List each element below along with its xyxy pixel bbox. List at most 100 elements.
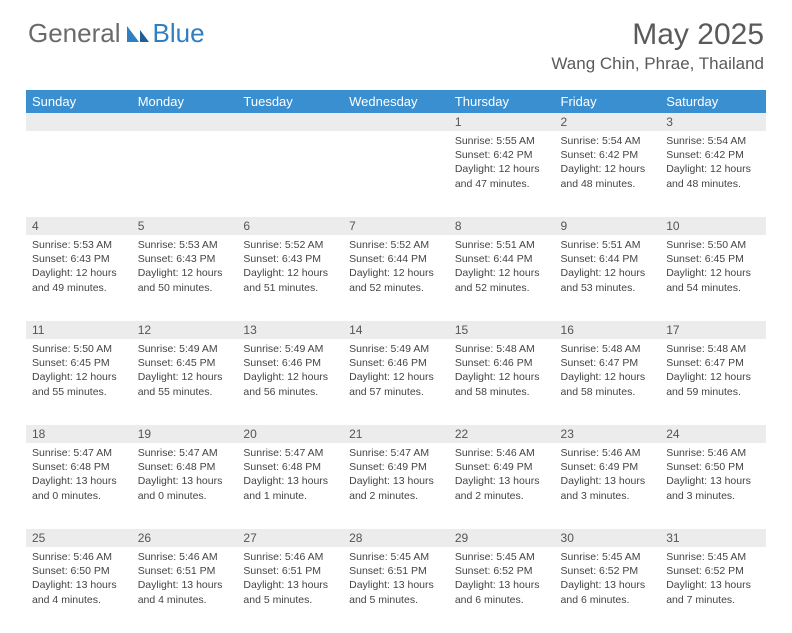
day-cell: Sunrise: 5:46 AMSunset: 6:50 PMDaylight:… <box>26 547 132 633</box>
day-cell: Sunrise: 5:52 AMSunset: 6:44 PMDaylight:… <box>343 235 449 321</box>
day-details: Sunrise: 5:53 AMSunset: 6:43 PMDaylight:… <box>26 235 132 299</box>
day-cell: Sunrise: 5:48 AMSunset: 6:47 PMDaylight:… <box>660 339 766 425</box>
day-detail-line: Sunset: 6:50 PM <box>32 564 126 578</box>
day-number: 12 <box>132 321 238 339</box>
day-detail-line: Sunset: 6:44 PM <box>561 252 655 266</box>
day-number: 11 <box>26 321 132 339</box>
day-detail-line: Daylight: 13 hours <box>138 578 232 592</box>
day-number: 10 <box>660 217 766 235</box>
weekday-header: Monday <box>132 90 238 113</box>
day-cell: Sunrise: 5:54 AMSunset: 6:42 PMDaylight:… <box>660 131 766 217</box>
day-detail-line: Daylight: 13 hours <box>243 578 337 592</box>
day-detail-line: Daylight: 12 hours <box>243 266 337 280</box>
day-details: Sunrise: 5:45 AMSunset: 6:52 PMDaylight:… <box>449 547 555 611</box>
day-detail-line: and 52 minutes. <box>455 281 549 295</box>
day-cell: Sunrise: 5:47 AMSunset: 6:48 PMDaylight:… <box>26 443 132 529</box>
day-cell: Sunrise: 5:45 AMSunset: 6:52 PMDaylight:… <box>660 547 766 633</box>
logo: General Blue <box>28 18 205 49</box>
day-details: Sunrise: 5:45 AMSunset: 6:51 PMDaylight:… <box>343 547 449 611</box>
location: Wang Chin, Phrae, Thailand <box>551 54 764 74</box>
day-detail-line: and 4 minutes. <box>138 593 232 607</box>
day-detail-line: Sunrise: 5:48 AM <box>561 342 655 356</box>
day-cell: Sunrise: 5:47 AMSunset: 6:48 PMDaylight:… <box>132 443 238 529</box>
day-detail-line: Sunrise: 5:48 AM <box>666 342 760 356</box>
day-detail-line: Sunset: 6:51 PM <box>243 564 337 578</box>
title-block: May 2025 Wang Chin, Phrae, Thailand <box>551 18 764 74</box>
day-number: 24 <box>660 425 766 443</box>
day-details: Sunrise: 5:46 AMSunset: 6:49 PMDaylight:… <box>449 443 555 507</box>
day-detail-line: Sunrise: 5:52 AM <box>243 238 337 252</box>
day-details: Sunrise: 5:54 AMSunset: 6:42 PMDaylight:… <box>660 131 766 195</box>
day-cell: Sunrise: 5:49 AMSunset: 6:46 PMDaylight:… <box>237 339 343 425</box>
day-detail-line: Sunset: 6:42 PM <box>561 148 655 162</box>
day-detail-line: Sunset: 6:42 PM <box>455 148 549 162</box>
day-cell: Sunrise: 5:45 AMSunset: 6:52 PMDaylight:… <box>555 547 661 633</box>
day-detail-line: and 58 minutes. <box>561 385 655 399</box>
day-number: 6 <box>237 217 343 235</box>
day-detail-line: Sunrise: 5:54 AM <box>666 134 760 148</box>
weekday-header: Sunday <box>26 90 132 113</box>
day-detail-line: Daylight: 12 hours <box>455 370 549 384</box>
week-row: Sunrise: 5:55 AMSunset: 6:42 PMDaylight:… <box>26 131 766 217</box>
day-number-row: 11121314151617 <box>26 321 766 339</box>
day-details: Sunrise: 5:48 AMSunset: 6:47 PMDaylight:… <box>555 339 661 403</box>
day-detail-line: Daylight: 12 hours <box>32 266 126 280</box>
weekday-header: Thursday <box>449 90 555 113</box>
day-detail-line: Sunset: 6:43 PM <box>138 252 232 266</box>
day-detail-line: and 59 minutes. <box>666 385 760 399</box>
day-details: Sunrise: 5:47 AMSunset: 6:48 PMDaylight:… <box>237 443 343 507</box>
day-cell: Sunrise: 5:51 AMSunset: 6:44 PMDaylight:… <box>449 235 555 321</box>
day-details: Sunrise: 5:46 AMSunset: 6:50 PMDaylight:… <box>26 547 132 611</box>
day-details: Sunrise: 5:45 AMSunset: 6:52 PMDaylight:… <box>555 547 661 611</box>
day-number: 18 <box>26 425 132 443</box>
day-detail-line: Daylight: 12 hours <box>455 266 549 280</box>
day-detail-line: Daylight: 13 hours <box>243 474 337 488</box>
calendar-table: SundayMondayTuesdayWednesdayThursdayFrid… <box>26 90 766 633</box>
day-detail-line: Sunset: 6:42 PM <box>666 148 760 162</box>
day-cell: Sunrise: 5:51 AMSunset: 6:44 PMDaylight:… <box>555 235 661 321</box>
day-detail-line: Sunset: 6:49 PM <box>561 460 655 474</box>
day-number <box>26 113 132 131</box>
day-detail-line: Sunrise: 5:50 AM <box>32 342 126 356</box>
day-details: Sunrise: 5:46 AMSunset: 6:51 PMDaylight:… <box>237 547 343 611</box>
day-detail-line: and 54 minutes. <box>666 281 760 295</box>
day-detail-line: Daylight: 13 hours <box>32 474 126 488</box>
day-details <box>132 131 238 138</box>
day-detail-line: and 58 minutes. <box>455 385 549 399</box>
day-details: Sunrise: 5:53 AMSunset: 6:43 PMDaylight:… <box>132 235 238 299</box>
day-number: 25 <box>26 529 132 547</box>
day-number-row: 18192021222324 <box>26 425 766 443</box>
day-detail-line: Sunrise: 5:51 AM <box>455 238 549 252</box>
day-details: Sunrise: 5:46 AMSunset: 6:50 PMDaylight:… <box>660 443 766 507</box>
day-detail-line: and 53 minutes. <box>561 281 655 295</box>
header: General Blue May 2025 Wang Chin, Phrae, … <box>0 0 792 80</box>
day-number-row: 123 <box>26 113 766 131</box>
day-cell: Sunrise: 5:55 AMSunset: 6:42 PMDaylight:… <box>449 131 555 217</box>
day-detail-line: Sunset: 6:49 PM <box>349 460 443 474</box>
day-cell: Sunrise: 5:49 AMSunset: 6:45 PMDaylight:… <box>132 339 238 425</box>
day-detail-line: Sunset: 6:52 PM <box>666 564 760 578</box>
day-detail-line: Sunrise: 5:55 AM <box>455 134 549 148</box>
day-detail-line: and 4 minutes. <box>32 593 126 607</box>
day-detail-line: Daylight: 12 hours <box>32 370 126 384</box>
day-detail-line: Daylight: 12 hours <box>666 162 760 176</box>
day-detail-line: Sunrise: 5:46 AM <box>455 446 549 460</box>
day-cell: Sunrise: 5:45 AMSunset: 6:52 PMDaylight:… <box>449 547 555 633</box>
day-details: Sunrise: 5:49 AMSunset: 6:46 PMDaylight:… <box>237 339 343 403</box>
day-detail-line: Sunset: 6:47 PM <box>666 356 760 370</box>
day-detail-line: Daylight: 12 hours <box>349 266 443 280</box>
day-detail-line: Daylight: 12 hours <box>138 370 232 384</box>
logo-sail-icon <box>125 24 151 44</box>
day-detail-line: and 5 minutes. <box>349 593 443 607</box>
day-details: Sunrise: 5:50 AMSunset: 6:45 PMDaylight:… <box>26 339 132 403</box>
day-cell: Sunrise: 5:46 AMSunset: 6:49 PMDaylight:… <box>555 443 661 529</box>
day-cell: Sunrise: 5:45 AMSunset: 6:51 PMDaylight:… <box>343 547 449 633</box>
day-detail-line: Sunset: 6:46 PM <box>349 356 443 370</box>
day-detail-line: Daylight: 12 hours <box>666 266 760 280</box>
day-detail-line: and 56 minutes. <box>243 385 337 399</box>
day-detail-line: and 48 minutes. <box>561 177 655 191</box>
day-detail-line: and 52 minutes. <box>349 281 443 295</box>
day-detail-line: and 3 minutes. <box>561 489 655 503</box>
day-number <box>132 113 238 131</box>
day-detail-line: Sunrise: 5:46 AM <box>666 446 760 460</box>
